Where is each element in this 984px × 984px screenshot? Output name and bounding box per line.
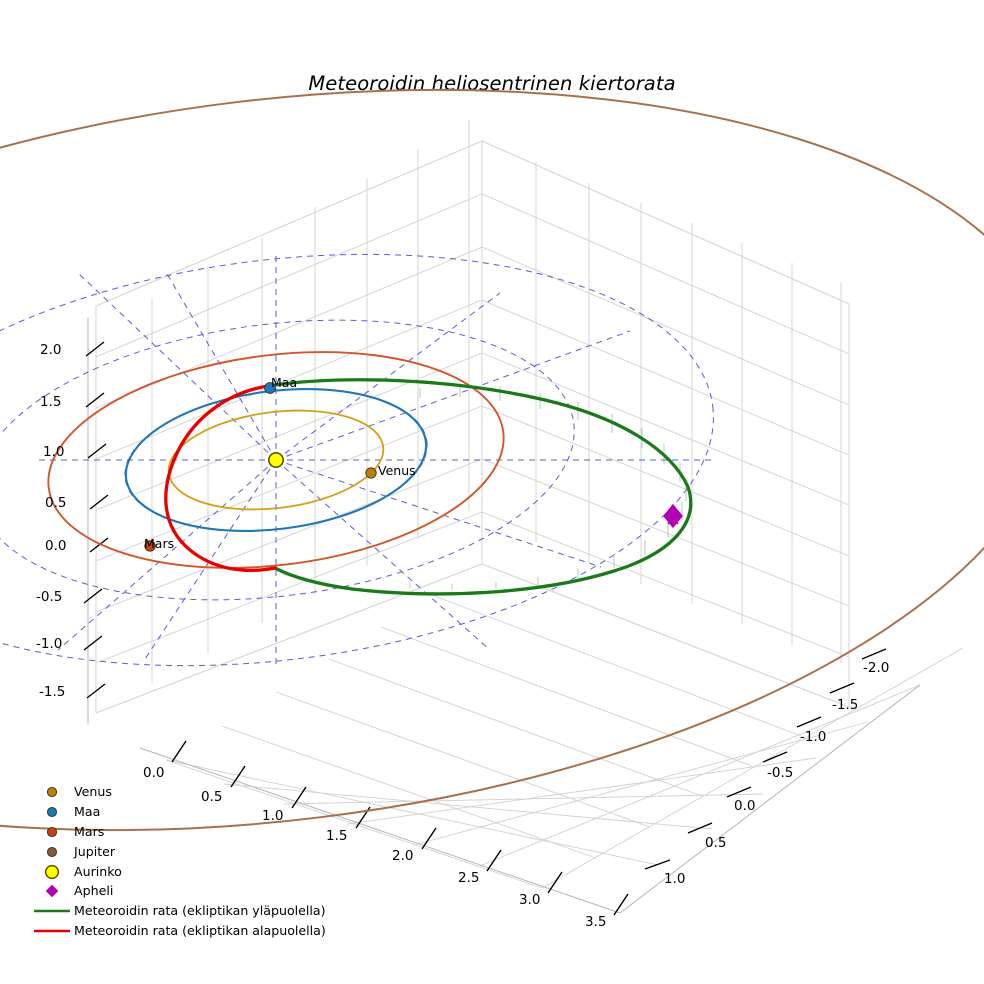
x-tick-1: 0.5 [201, 789, 223, 805]
meteoroid-orbit-below [164, 384, 277, 572]
legend-label-venus: Venus [74, 784, 112, 800]
z-tick-3: 0.5 [45, 495, 67, 511]
polar-spokes [38, 253, 712, 667]
mars-marker [144, 540, 156, 552]
orbit-mars [47, 351, 505, 569]
legend-label-meteoroid-above: Meteoroidin rata (ekliptikan yläpuolella… [74, 903, 326, 919]
legend-label-mars: Mars [74, 823, 105, 839]
diamond-marker-icon [30, 881, 74, 900]
legend-label-maa: Maa [74, 804, 101, 820]
axes3d-spines [95, 140, 850, 714]
z-tick-5: -0.5 [36, 589, 63, 605]
y-tick-6: -2.0 [863, 660, 890, 676]
legend-item-maa[interactable]: Maa [30, 802, 350, 822]
sun-marker-icon [30, 862, 74, 881]
z-tick-4: 0.0 [45, 538, 67, 554]
z-tick-2: 1.0 [43, 444, 65, 460]
legend-item-venus[interactable]: Venus [30, 782, 350, 802]
mars-point-label: Mars [144, 536, 175, 551]
maa-point-label: Maa [271, 375, 298, 390]
page-title: Meteoroidin heliosentrinen kiertorata [308, 72, 676, 95]
legend-item-mars[interactable]: Mars [30, 822, 350, 842]
venus-point-label: Venus [378, 463, 416, 478]
circle-marker-maa-icon [30, 802, 74, 821]
tick-marks [83, 341, 887, 916]
legend-label-aurinko: Aurinko [74, 863, 122, 879]
y-tick-2: 0.0 [734, 798, 756, 814]
maa-marker [264, 382, 276, 394]
legend-label-jupiter: Jupiter [74, 843, 116, 859]
x-tick-5: 2.5 [458, 870, 480, 886]
legend-item-meteoroid-above[interactable]: Meteoroidin rata (ekliptikan yläpuolella… [30, 901, 350, 921]
legend: Venus Maa Mars Jupiter Aurinko [30, 782, 350, 940]
circle-marker-jupiter-icon [30, 842, 74, 861]
x-tick-3: 1.5 [326, 828, 348, 844]
apheli-marker [663, 503, 683, 529]
z-tick-6: -1.0 [36, 636, 63, 652]
floor-pane-grid [165, 563, 964, 889]
x-tick-4: 2.0 [392, 848, 414, 864]
aurinko-marker [267, 451, 284, 468]
z-tick-7: -1.5 [39, 684, 66, 700]
x-tick-6: 3.0 [519, 892, 541, 908]
z-tick-1: 1.5 [40, 394, 62, 410]
legend-item-apheli[interactable]: Apheli [30, 881, 350, 901]
venus-marker [365, 467, 377, 479]
legend-item-jupiter[interactable]: Jupiter [30, 841, 350, 861]
circle-marker-venus-icon [30, 782, 74, 801]
x-tick-7: 3.5 [585, 914, 607, 930]
x-tick-2: 1.0 [262, 808, 284, 824]
right-pane-grid [481, 140, 850, 708]
x-tick-0: 0.0 [143, 765, 165, 781]
left-pane-grid [95, 120, 483, 714]
meteoroid-orbit-above [266, 378, 693, 596]
legend-item-meteoroid-below[interactable]: Meteoroidin rata (ekliptikan alapuolella… [30, 921, 350, 941]
orbit-jupiter [0, 88, 984, 832]
y-tick-4: -1.0 [800, 729, 827, 745]
legend-label-meteoroid-below: Meteoroidin rata (ekliptikan alapuolella… [74, 922, 326, 938]
y-tick-5: -1.5 [832, 697, 859, 713]
circle-marker-mars-icon [30, 822, 74, 841]
z-tick-0: 2.0 [40, 342, 62, 358]
axis-spines-ticks [87, 318, 921, 914]
legend-label-apheli: Apheli [74, 883, 114, 899]
y-tick-0: 1.0 [664, 871, 686, 887]
line-swatch-green-icon [30, 901, 74, 920]
y-tick-3: -0.5 [767, 765, 794, 781]
legend-item-aurinko[interactable]: Aurinko [30, 861, 350, 881]
polar-helper-grid [0, 253, 714, 667]
line-swatch-red-icon [30, 921, 74, 940]
y-tick-1: 0.5 [705, 835, 727, 851]
